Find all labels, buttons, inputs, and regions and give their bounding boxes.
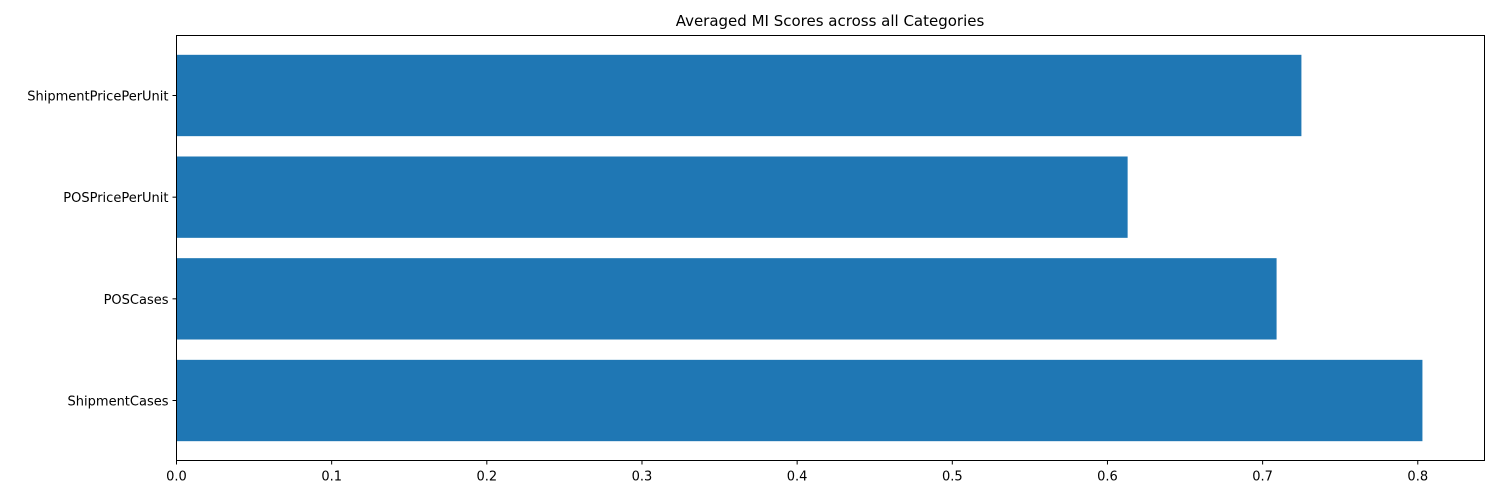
- bar-poscases: [176, 258, 1277, 340]
- bar-shipmentcases: [176, 359, 1423, 442]
- x-tick-label-1: 0.1: [321, 470, 342, 485]
- bars-layer: [176, 54, 1423, 442]
- bar-shipmentpriceperunit: [176, 54, 1302, 137]
- x-tick-label-4: 0.4: [787, 470, 808, 485]
- x-tick-label-0: 0.0: [166, 470, 187, 485]
- bar-pospriceperunit: [176, 156, 1128, 238]
- y-tick-label-shipmentpriceperunit: ShipmentPricePerUnit: [27, 89, 168, 104]
- x-tick-label-3: 0.3: [632, 470, 653, 485]
- x-axis: 0.0 0.1 0.2 0.3 0.4 0.5 0.6 0.7 0.8: [166, 460, 1428, 485]
- x-tick-label-6: 0.6: [1097, 470, 1118, 485]
- x-tick-label-7: 0.7: [1252, 470, 1273, 485]
- y-axis: ShipmentCases POSCases POSPricePerUnit Ship…: [27, 89, 177, 410]
- y-tick-label-shipmentcases: ShipmentCases: [68, 395, 169, 410]
- x-tick-label-5: 0.5: [942, 470, 963, 485]
- x-tick-label-2: 0.2: [476, 470, 497, 485]
- chart-title: Averaged MI Scores across all Categories: [676, 12, 985, 30]
- y-tick-label-poscases: POSCases: [104, 293, 169, 308]
- x-tick-label-8: 0.8: [1407, 470, 1428, 485]
- plot-frame: [176, 35, 1485, 461]
- y-tick-label-pospriceperunit: POSPricePerUnit: [63, 191, 168, 206]
